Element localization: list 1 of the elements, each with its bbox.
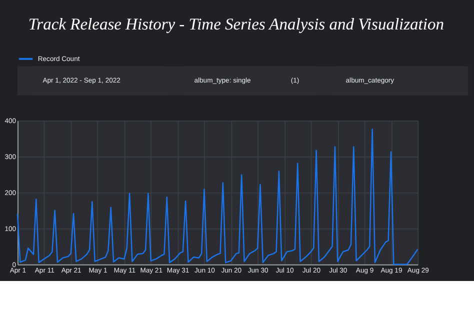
chart-title: Track Release History - Time Series Analysis and Visualization xyxy=(28,14,444,34)
